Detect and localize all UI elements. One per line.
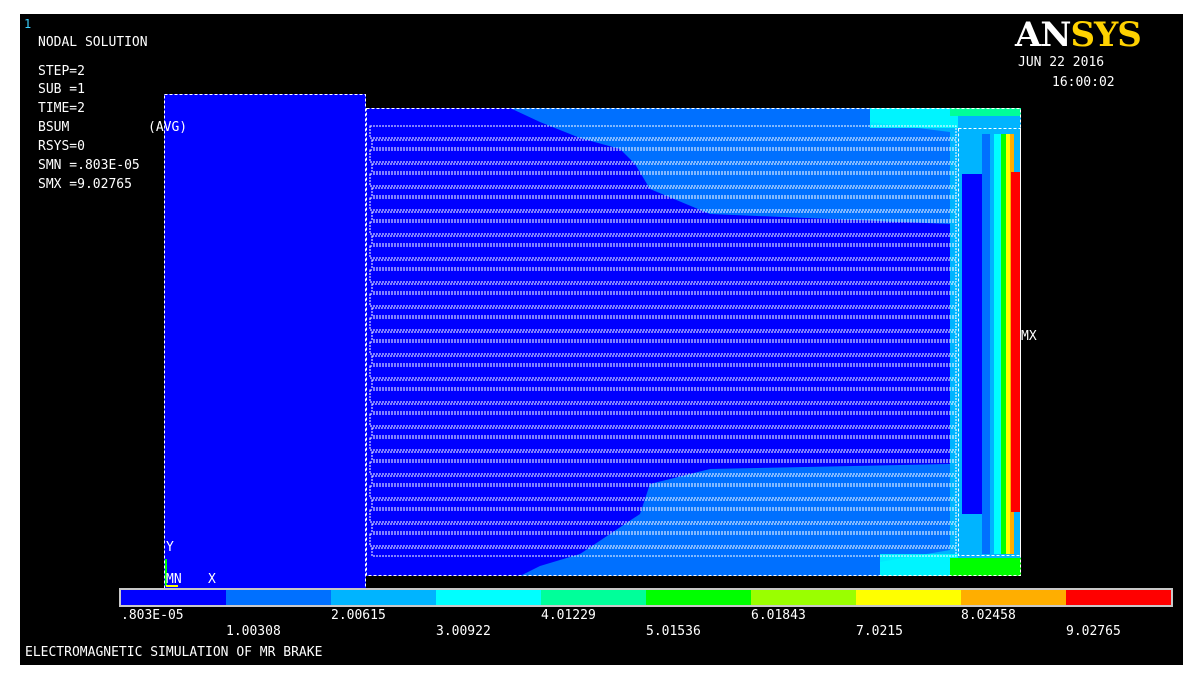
disc-plate-gap: [371, 427, 957, 437]
contour-bottom-right-green: [950, 558, 1021, 576]
window-number: 1: [24, 17, 32, 31]
item-label: BSUM: [38, 120, 70, 135]
legend-label-top: 8.02458: [961, 608, 1016, 623]
legend-swatch: [961, 590, 1066, 605]
shaft-region: [164, 94, 366, 591]
avg-label: (AVG): [148, 120, 188, 135]
disc-plate-gap: [371, 283, 957, 293]
sub-label: SUB =1: [38, 82, 85, 97]
smn-label: SMN =.803E-05: [38, 158, 140, 173]
disc-plate-gap: [371, 475, 957, 485]
legend-swatch: [541, 590, 646, 605]
legend-swatch: [751, 590, 856, 605]
disc-plate: [369, 413, 957, 427]
legend-label-bottom: 5.01536: [646, 624, 701, 639]
disc-plate-gap: [371, 331, 957, 341]
disc-plate: [369, 125, 957, 139]
disc-plate: [369, 365, 957, 379]
legend-swatch: [331, 590, 436, 605]
rsys-label: RSYS=0: [38, 139, 85, 154]
plot-title: NODAL SOLUTION: [38, 35, 148, 50]
disc-plate: [369, 245, 957, 259]
disc-plate-gap: [371, 499, 957, 509]
max-marker: MX: [1021, 329, 1037, 344]
legend-label-bottom: 1.00308: [226, 624, 281, 639]
plot-caption: ELECTROMAGNETIC SIMULATION OF MR BRAKE: [25, 645, 323, 660]
disc-plate-gap: [371, 211, 957, 221]
disc-plate-gap: [371, 523, 957, 533]
disc-plate-gap: [371, 451, 957, 461]
contour-top-right-green: [950, 108, 1021, 116]
contour-right-cyan: [994, 134, 1002, 554]
disc-plate-gap: [371, 403, 957, 413]
disc-plate-gap: [371, 355, 957, 365]
disc-plate: [369, 533, 957, 547]
graphics-viewport[interactable]: 1 NODAL SOLUTION STEP=2 SUB =1 TIME=2 BS…: [20, 14, 1183, 665]
legend-label-top: .803E-05: [121, 608, 184, 623]
y-axis-label: Y: [166, 540, 174, 555]
time-stamp: 16:00:02: [1052, 75, 1115, 90]
contour-plot: [119, 94, 1173, 607]
legend-label-top: 2.00615: [331, 608, 386, 623]
inner-housing-outline: [958, 128, 1021, 556]
smx-label: SMX =9.02765: [38, 177, 132, 192]
disc-plate: [369, 461, 957, 475]
disc-plate-gap: [371, 163, 957, 173]
disc-plate-gap: [371, 235, 957, 245]
disc-plate: [369, 317, 957, 331]
disc-plate: [369, 269, 957, 283]
legend-swatch: [121, 590, 226, 605]
disc-plate: [369, 293, 957, 307]
logo-part-sys: SYS: [1070, 15, 1141, 55]
legend-label-bottom: 9.02765: [1066, 624, 1121, 639]
contour-light-top: [870, 108, 958, 128]
disc-plate: [369, 389, 957, 403]
legend-label-bottom: 3.00922: [436, 624, 491, 639]
contour-right-green: [1001, 134, 1007, 554]
contour-light-bottom: [880, 554, 958, 576]
disc-plate: [369, 173, 957, 187]
logo-part-an: AN: [1015, 15, 1071, 55]
legend-swatch: [856, 590, 961, 605]
disc-plate-gap: [371, 379, 957, 389]
time-label: TIME=2: [38, 101, 85, 116]
date-label: JUN 22 2016: [1018, 55, 1105, 70]
disc-plate: [369, 485, 957, 499]
ansys-logo: ANSYS: [1015, 15, 1142, 55]
legend-swatch: [226, 590, 331, 605]
disc-plate-gap: [371, 547, 957, 557]
disc-plate: [369, 341, 957, 355]
legend-swatch: [646, 590, 751, 605]
x-axis-label: X: [208, 572, 216, 587]
legend-swatch: [436, 590, 541, 605]
legend-label-bottom: 7.0215: [856, 624, 903, 639]
min-marker: MN: [166, 572, 182, 587]
disc-plate-gap: [371, 259, 957, 269]
legend-color-bar: [119, 588, 1173, 607]
disc-plate: [369, 149, 957, 163]
disc-plate-gap: [371, 187, 957, 197]
disc-plate: [369, 437, 957, 451]
contour-right-yellow: [1006, 134, 1011, 554]
legend-swatch: [1066, 590, 1171, 605]
legend-label-top: 6.01843: [751, 608, 806, 623]
disc-plate: [369, 221, 957, 235]
legend-label-top: 4.01229: [541, 608, 596, 623]
disc-plate-gap: [371, 307, 957, 317]
contour-right-max: [1011, 172, 1021, 512]
disc-plate: [369, 197, 957, 211]
disc-plate: [369, 509, 957, 523]
disc-plate-gap: [371, 139, 957, 149]
step-label: STEP=2: [38, 64, 85, 79]
disc-plates: [369, 125, 957, 557]
contour-right-mid: [982, 134, 990, 554]
